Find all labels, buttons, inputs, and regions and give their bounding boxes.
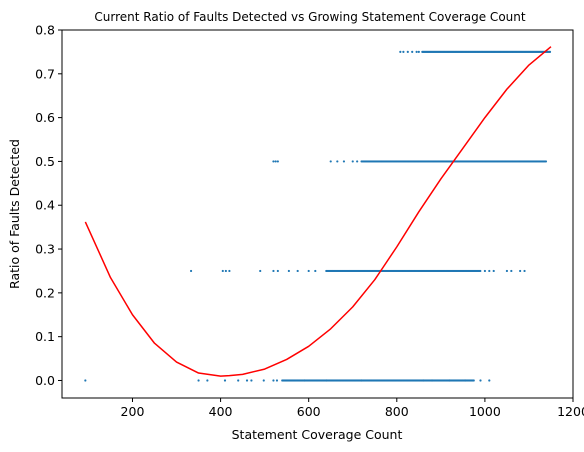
scatter-point: [223, 379, 227, 382]
scatter-point: [84, 379, 87, 382]
scatter-point: [221, 269, 224, 273]
scatter-point: [296, 269, 299, 273]
scatter-point: [488, 269, 491, 273]
scatter-point: [275, 379, 279, 382]
scatter-point: [406, 50, 409, 54]
scatter-point: [411, 50, 414, 54]
scatter-point: [415, 50, 418, 54]
scatter-point: [356, 160, 359, 163]
scatter-point: [250, 379, 253, 382]
scatter-point: [479, 269, 482, 273]
scatter-point: [206, 379, 209, 382]
scatter-point: [228, 269, 231, 273]
scatter-point: [448, 379, 451, 382]
scatter-point: [510, 269, 513, 273]
scatter-point: [303, 379, 306, 382]
x-tick-label: 200: [121, 404, 145, 419]
y-tick-label: 0.4: [35, 198, 55, 213]
scatter-point: [276, 160, 279, 163]
scatter-point: [259, 269, 262, 273]
scatter-point: [272, 379, 275, 382]
scatter-point: [544, 160, 548, 163]
scatter-point: [197, 379, 200, 382]
scatter-point: [472, 379, 475, 382]
scatter-point: [329, 160, 332, 163]
y-tick-label: 0.0: [35, 373, 55, 388]
y-tick-label: 0.6: [35, 110, 55, 125]
plot-frame: [61, 29, 574, 399]
x-axis-label: Statement Coverage Count: [232, 427, 403, 442]
scatter-point: [237, 379, 240, 382]
scatter-point: [422, 379, 425, 382]
y-tick-label: 0.5: [35, 154, 55, 169]
scatter-point: [276, 269, 279, 273]
x-tick-label: 600: [297, 404, 321, 419]
scatter-point: [307, 269, 310, 273]
scatter-point: [287, 269, 290, 273]
scatter-point: [342, 160, 346, 163]
scatter-point: [488, 379, 491, 382]
x-tick-label: 400: [209, 404, 233, 419]
scatter-point: [336, 160, 339, 163]
scatter-point: [479, 379, 482, 382]
chart-title: Current Ratio of Faults Detected vs Grow…: [94, 10, 525, 24]
scatter-point: [430, 379, 434, 382]
scatter-point: [272, 160, 275, 163]
scatter-point: [189, 269, 193, 273]
scatter-point: [262, 379, 265, 382]
scatter-point: [483, 269, 486, 273]
scatter-point: [245, 379, 249, 382]
scatter-point: [272, 269, 275, 273]
scatter-point: [492, 269, 495, 273]
scatter-point: [274, 160, 277, 163]
scatter-point: [505, 269, 509, 273]
x-tick-label: 800: [385, 404, 409, 419]
scatter-point: [325, 379, 328, 382]
scatter-point: [399, 50, 402, 54]
scatter-point: [519, 269, 522, 273]
scatter-point: [548, 50, 552, 54]
scatter-point: [360, 379, 363, 382]
scatter-point: [417, 50, 420, 54]
scatter-point: [463, 379, 467, 382]
scatter-point: [224, 269, 227, 273]
y-tick-label: 0.7: [35, 66, 55, 81]
plot-area: [84, 46, 552, 382]
y-axis-label: Ratio of Faults Detected: [7, 139, 22, 289]
y-axis: 0.0 0.1 0.2 0.3 0.4 0.5 0.6 0.7 0.8: [35, 23, 62, 388]
y-tick-label: 0.8: [35, 23, 55, 38]
scatter-point: [523, 269, 526, 273]
x-tick-label: 1000: [469, 404, 501, 419]
scatter-point: [314, 269, 317, 273]
y-tick-label: 0.2: [35, 285, 55, 300]
scatter-point: [351, 160, 354, 163]
scatter-point: [402, 50, 405, 54]
fit-curve: [84, 46, 552, 377]
y-tick-label: 0.3: [35, 242, 55, 257]
y-tick-label: 0.1: [35, 329, 55, 344]
